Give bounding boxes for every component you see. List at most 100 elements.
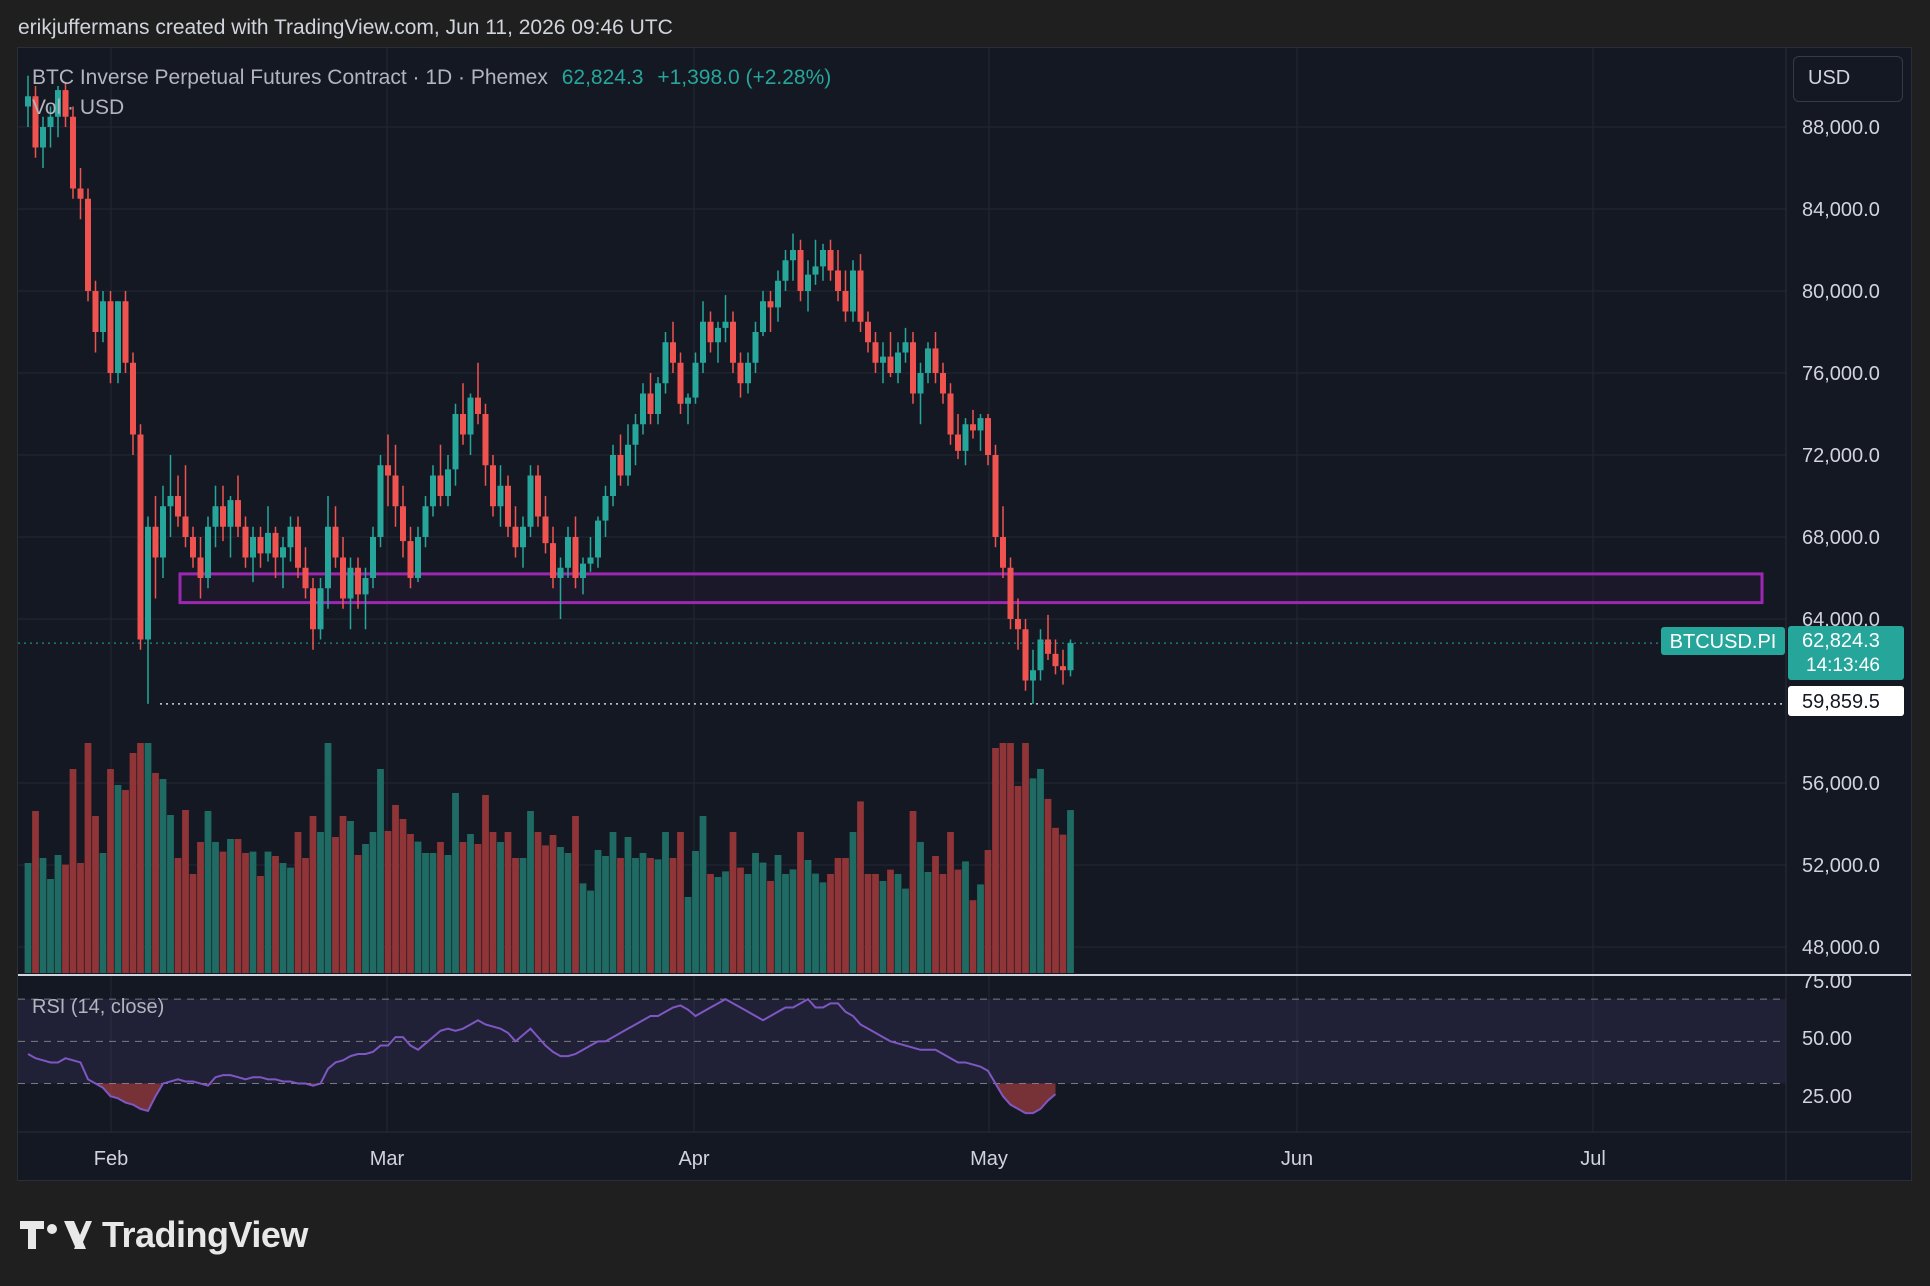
candle-body [647, 393, 654, 414]
candle-body [452, 414, 459, 470]
volume-bar [774, 855, 782, 973]
candle-body [865, 321, 871, 343]
tradingview-logo[interactable]: TradingView [20, 1214, 308, 1256]
candle-body [880, 356, 886, 363]
volume-bar [1059, 834, 1067, 973]
candle-body [40, 127, 46, 148]
volume-bar [984, 850, 992, 973]
y-tick-label: 64,000.0 [1802, 609, 1880, 631]
volume-bar [197, 842, 204, 973]
volume-bar [182, 810, 189, 973]
candle-body [437, 475, 444, 496]
volume-bar [894, 874, 902, 973]
candle-body [767, 301, 774, 308]
volume-bar [497, 842, 504, 973]
volume-bar [647, 858, 654, 973]
volume-bar [827, 874, 834, 973]
candle-body [782, 260, 789, 281]
x-tick-label: May [970, 1148, 1008, 1170]
candle-body [940, 373, 946, 394]
y-tick-label: 68,000.0 [1802, 527, 1880, 549]
candle-body [212, 506, 219, 527]
ticker-label-bg [1661, 627, 1785, 655]
last-price-axis-label: 62,824.3 [1802, 630, 1880, 652]
volume-bar [227, 839, 234, 973]
candle-body [392, 475, 399, 507]
volume-bar [969, 900, 977, 973]
volume-bar [482, 795, 489, 973]
volume-bar [872, 874, 879, 973]
volume-bar [272, 856, 279, 973]
volume-bar [954, 869, 962, 973]
support-zone-box [178, 572, 1764, 605]
candle-body [205, 526, 211, 578]
rsi-oversold-fill [995, 1083, 1056, 1114]
volume-bar [1044, 798, 1052, 973]
volume-bar [797, 832, 804, 973]
candle-body [512, 526, 519, 548]
volume-bar [1014, 786, 1022, 973]
candle-body [737, 362, 744, 384]
volume-bar [902, 888, 909, 973]
volume-bar [1037, 769, 1044, 973]
candle-body [1000, 537, 1006, 568]
candle-body [985, 418, 991, 455]
currency-button[interactable]: USD [1793, 56, 1903, 102]
rsi-oversold-fill [95, 1083, 163, 1111]
candles [25, 75, 1074, 704]
volume-bar [602, 856, 609, 973]
volume-bar [407, 834, 414, 973]
candle-body [370, 537, 376, 578]
candle-body [790, 250, 796, 261]
volume-bars [24, 743, 1074, 973]
volume-bar [347, 821, 354, 973]
candle-body [467, 397, 474, 435]
candle-body [400, 506, 406, 542]
volume-bar [242, 853, 249, 973]
candle-body [587, 557, 594, 564]
candle-body [955, 434, 961, 451]
candle-body [355, 567, 361, 595]
volume-bar [384, 831, 392, 973]
volume-bar [459, 842, 467, 973]
candle-body [85, 198, 91, 291]
volume-bar [77, 863, 84, 973]
candle-body [835, 270, 841, 291]
candle-body [445, 469, 451, 496]
candle-body [797, 250, 804, 291]
volume-bar [309, 816, 317, 973]
candle-body [227, 500, 234, 527]
volume-bar [107, 769, 114, 973]
candle-body [422, 506, 429, 537]
grid-lines [18, 48, 1786, 1132]
candle-body [617, 455, 624, 476]
x-tick-label: Apr [678, 1148, 709, 1170]
candle-body [902, 342, 909, 353]
volume-bar [587, 890, 594, 973]
symbol-legend[interactable]: BTC Inverse Perpetual Futures Contract ·… [32, 66, 831, 90]
candle-body [182, 516, 189, 537]
candle-body [550, 543, 556, 578]
volume-bar [789, 869, 797, 973]
candle-body [1022, 629, 1029, 681]
volume-bar [692, 851, 699, 973]
volume-legend[interactable]: Vol · USD [32, 96, 125, 119]
volume-bar [579, 883, 587, 973]
candle-body [805, 274, 811, 291]
volume-bar [249, 851, 257, 973]
candle-body [340, 557, 346, 599]
candle-body [362, 578, 369, 595]
y-tick-label: 76,000.0 [1802, 363, 1880, 385]
candle-body [280, 547, 286, 558]
volume-bar [909, 811, 917, 973]
volume-bar [812, 873, 819, 973]
candle-body [1015, 619, 1021, 630]
volume-bar [729, 832, 737, 973]
candle-body [595, 520, 601, 558]
volume-bar [332, 837, 339, 973]
candle-body [602, 496, 609, 521]
candle-body [542, 516, 549, 544]
rsi-legend[interactable]: RSI (14, close) [32, 996, 165, 1018]
candle-body [325, 526, 331, 589]
